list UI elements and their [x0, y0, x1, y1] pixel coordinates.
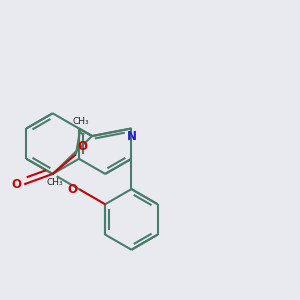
Text: CH₃: CH₃	[72, 117, 89, 126]
Text: O: O	[11, 178, 21, 191]
Text: CH₃: CH₃	[47, 178, 63, 187]
Text: O: O	[77, 140, 88, 153]
Text: N: N	[126, 130, 136, 143]
Text: O: O	[67, 183, 77, 196]
